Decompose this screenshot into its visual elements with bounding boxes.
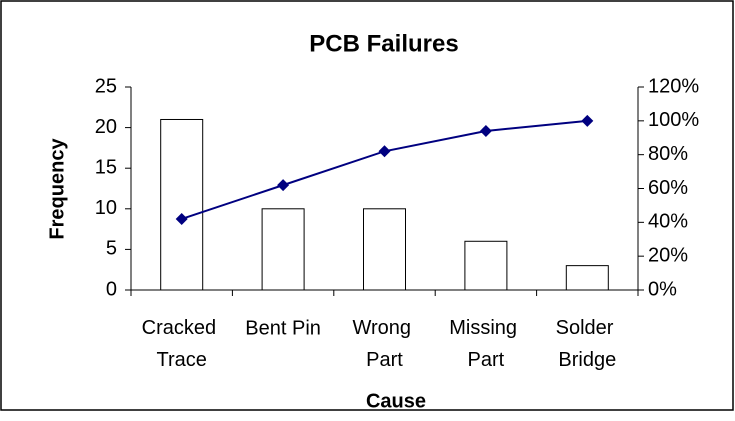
y-tick-label: 5 bbox=[106, 238, 117, 260]
x-tick-label-line: Bridge bbox=[558, 349, 616, 371]
x-tick-label: Missing Part bbox=[449, 317, 522, 371]
x-tick-label: Wrong Part bbox=[352, 317, 416, 371]
y-axis-label: Frequency bbox=[46, 138, 68, 240]
y-tick-label: 25 bbox=[95, 75, 117, 97]
x-tick-label: Bent Pin bbox=[245, 317, 321, 339]
y2-tick-label: 100% bbox=[648, 109, 699, 131]
y-tick-label: 10 bbox=[95, 197, 117, 219]
chart-frame bbox=[0, 0, 734, 411]
x-tick-label-line: Solder bbox=[556, 317, 619, 339]
line-marker bbox=[479, 124, 492, 137]
y2-tick-label: 60% bbox=[648, 177, 688, 199]
line-marker bbox=[378, 145, 391, 158]
x-tick-label-line: Part bbox=[468, 349, 505, 371]
bar bbox=[261, 208, 305, 291]
y2-tick-label: 20% bbox=[648, 244, 688, 266]
x-tick-label-line: Wrong bbox=[352, 317, 416, 339]
bar bbox=[464, 240, 508, 291]
y-tick-label: 0 bbox=[106, 278, 117, 300]
x-tick-label-line: Trace bbox=[157, 349, 207, 371]
y-tick-label: 20 bbox=[95, 116, 117, 138]
bar bbox=[160, 118, 204, 291]
x-tick-label-line: Part bbox=[366, 349, 403, 371]
bar bbox=[363, 208, 406, 291]
x-tick-label-line: Cracked bbox=[142, 317, 222, 339]
y2-tick-label: 120% bbox=[648, 75, 699, 97]
chart-title: PCB Failures bbox=[309, 30, 458, 57]
y2-tick-label: 80% bbox=[648, 143, 688, 165]
line-marker bbox=[175, 212, 188, 225]
x-axis-label: Cause bbox=[366, 390, 426, 412]
bar bbox=[565, 265, 609, 291]
x-tick-label: Solder Bridge bbox=[556, 317, 619, 371]
x-tick-label-line: Missing bbox=[449, 317, 522, 339]
x-tick-label: Cracked Trace bbox=[142, 317, 222, 371]
line-marker bbox=[581, 114, 594, 127]
y2-tick-label: 0% bbox=[648, 278, 677, 300]
line-marker bbox=[277, 179, 290, 192]
y2-tick-label: 40% bbox=[648, 211, 688, 233]
y-tick-label: 15 bbox=[95, 156, 117, 178]
